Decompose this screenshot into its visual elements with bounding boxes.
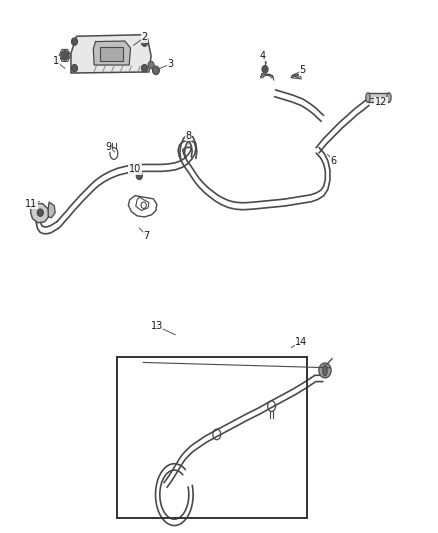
Circle shape <box>141 39 148 46</box>
Text: 9: 9 <box>106 142 112 151</box>
Ellipse shape <box>387 93 391 102</box>
Text: 3: 3 <box>168 59 174 69</box>
Circle shape <box>71 38 78 45</box>
Text: 2: 2 <box>141 33 148 42</box>
Circle shape <box>37 209 43 216</box>
Ellipse shape <box>323 365 327 376</box>
Text: 11: 11 <box>25 199 38 208</box>
Text: 13: 13 <box>151 321 163 331</box>
Circle shape <box>148 61 154 69</box>
Circle shape <box>61 51 69 60</box>
Circle shape <box>136 172 142 180</box>
Circle shape <box>319 363 331 378</box>
Text: 12: 12 <box>375 98 387 107</box>
Bar <box>100 47 123 61</box>
Text: 8: 8 <box>185 131 191 141</box>
Text: 10: 10 <box>129 165 141 174</box>
Circle shape <box>71 64 78 72</box>
Polygon shape <box>93 41 131 65</box>
Bar <box>368 93 389 102</box>
Circle shape <box>262 66 268 73</box>
Polygon shape <box>71 35 151 73</box>
Polygon shape <box>31 204 49 223</box>
Text: 7: 7 <box>144 231 150 240</box>
Text: 5: 5 <box>299 66 305 75</box>
Ellipse shape <box>366 93 370 102</box>
Polygon shape <box>48 202 55 218</box>
Text: 14: 14 <box>295 337 307 347</box>
Text: 1: 1 <box>53 56 59 66</box>
Bar <box>117 357 307 518</box>
Text: 4: 4 <box>260 51 266 61</box>
Text: 6: 6 <box>331 156 337 166</box>
Circle shape <box>141 64 148 72</box>
Circle shape <box>152 66 159 75</box>
